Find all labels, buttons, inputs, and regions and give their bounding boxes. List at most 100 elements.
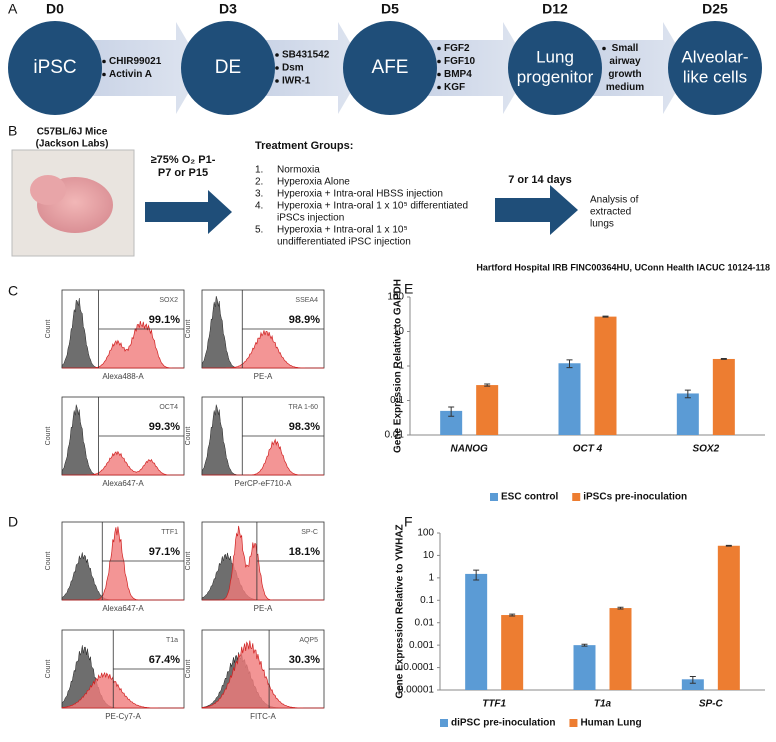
group-marker: 5.	[255, 225, 263, 236]
y-tick-label: 0.01	[415, 617, 435, 628]
legend-label: Human Lung	[580, 718, 641, 729]
group-text: Hyperoxia + Intra-oral HBSS injection	[277, 189, 443, 200]
stage-label: iPSC	[33, 57, 76, 78]
legend-label: ESC control	[501, 492, 558, 503]
count-label: Count	[45, 552, 52, 571]
legend-swatch	[440, 719, 448, 727]
legend-swatch	[569, 719, 578, 727]
stained-histogram	[62, 526, 184, 601]
step-text: FGF10	[444, 56, 476, 67]
process-arrow	[85, 22, 203, 114]
step-text: FGF2	[444, 43, 470, 54]
percent-label: 67.4%	[149, 654, 180, 666]
stage-node	[668, 21, 762, 115]
group-marker: 2.	[255, 177, 263, 188]
y-tick-label: 0.1	[420, 595, 434, 606]
group-text: Hyperoxia + Intra-oral 1 x 10⁵ different…	[277, 201, 468, 212]
bullet	[437, 72, 441, 77]
error-bar	[473, 569, 480, 581]
bullet	[437, 46, 441, 51]
bar	[712, 358, 735, 435]
mouse-label: (Jackson Labs)	[36, 139, 109, 150]
percent-label: 97.1%	[149, 546, 180, 558]
error-bar	[689, 675, 696, 684]
y-tick-label: 0.00001	[398, 685, 435, 696]
legend-label: iPSCs pre-inoculation	[583, 492, 687, 503]
exposure-text: ≥75% O₂ P1-	[151, 154, 216, 166]
step-text: BMP4	[444, 69, 472, 80]
count-label: Count	[185, 552, 192, 571]
process-arrow	[585, 22, 690, 114]
bullet	[275, 53, 279, 57]
y-tick-label: 0.1	[390, 395, 404, 406]
marker-label: SP-C	[301, 529, 318, 536]
legend-label: diPSC pre-inoculation	[451, 718, 555, 729]
process-arrow	[420, 22, 530, 114]
count-label: Count	[185, 320, 192, 339]
error-bar	[581, 643, 588, 647]
channel-label: Alexa647-A	[102, 604, 144, 613]
step-text: Activin A	[109, 69, 152, 80]
bar	[681, 679, 704, 690]
channel-label: Alexa647-A	[102, 479, 144, 488]
stage-label: Alveolar-	[681, 47, 748, 66]
arrow	[495, 185, 578, 235]
stained-histogram	[61, 671, 184, 709]
stained-histogram	[202, 330, 324, 369]
stage-node	[508, 21, 602, 115]
stage-label: Lung	[536, 47, 574, 66]
panel-label: F	[404, 514, 413, 530]
error-bar	[684, 389, 691, 399]
treatment-title: Treatment Groups:	[255, 140, 353, 152]
bar	[609, 608, 632, 690]
x-tick-label: T1a	[594, 699, 612, 710]
y-tick-label: 100	[417, 528, 434, 539]
panel-label: E	[404, 281, 413, 297]
error-bar	[484, 383, 491, 387]
x-tick-label: OCT 4	[573, 444, 603, 455]
y-axis-label: Gene Expression Relative to YWHAZ	[395, 524, 406, 698]
bullet	[437, 85, 441, 90]
channel-label: FITC-A	[250, 712, 276, 721]
legend-swatch	[490, 493, 498, 501]
percent-label: 99.1%	[149, 314, 180, 326]
panel-label: A	[8, 1, 18, 17]
count-label: Count	[185, 660, 192, 679]
day-label: D3	[219, 1, 237, 17]
percent-label: 99.3%	[149, 421, 180, 433]
stage-node	[343, 21, 437, 115]
step-text: airway	[609, 56, 641, 67]
y-tick-label: 0.0001	[403, 662, 434, 673]
day-label: D0	[46, 1, 64, 17]
y-tick-label: 100	[387, 292, 404, 303]
group-text: Normoxia	[277, 165, 320, 176]
error-bar	[509, 613, 516, 617]
marker-label: SOX2	[159, 297, 178, 304]
mouse-head	[30, 175, 66, 205]
panel-label: B	[8, 123, 17, 139]
step-text: SB431542	[282, 50, 330, 61]
day-label: D12	[542, 1, 568, 17]
x-tick-label: TTF1	[482, 699, 506, 710]
approval: Hartford Hospital IRB FINC00364HU, UConn…	[476, 262, 770, 272]
bullet	[275, 66, 279, 70]
analysis-text: Analysis of	[590, 195, 639, 206]
group-text: Hyperoxia + Intra-oral 1 x 10⁵	[277, 225, 408, 236]
bullet	[102, 59, 106, 64]
percent-label: 30.3%	[289, 654, 320, 666]
error-bar	[725, 544, 732, 547]
stage-label: AFE	[372, 57, 409, 78]
channel-label: PE-A	[254, 604, 273, 613]
step-text: CHIR99021	[109, 56, 162, 67]
marker-label: OCT4	[159, 404, 178, 411]
bullet	[275, 79, 279, 83]
y-axis-label: Gene Expression Relative to GAPDH	[393, 279, 404, 453]
stained-histogram	[62, 321, 184, 369]
stage-label: like cells	[683, 67, 747, 86]
group-text: undifferentiated iPSC injection	[277, 237, 411, 248]
stage-label: progenitor	[517, 67, 594, 86]
y-tick-label: 0.001	[409, 640, 434, 651]
channel-label: PE-A	[254, 372, 273, 381]
stained-histogram	[202, 438, 324, 476]
bar	[594, 316, 617, 435]
